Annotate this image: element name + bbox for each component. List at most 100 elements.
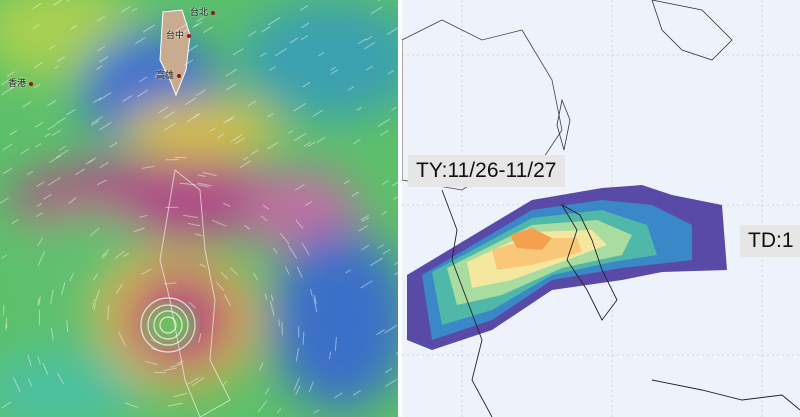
wind-streak	[353, 138, 361, 145]
wind-streak	[191, 23, 199, 29]
wind-streak	[48, 44, 56, 50]
wind-streak	[381, 210, 388, 215]
wind-streak	[276, 407, 282, 414]
city-marker-icon	[177, 74, 182, 78]
wind-streak	[186, 183, 197, 186]
wind-streak	[289, 37, 299, 44]
wind-streak	[22, 101, 32, 108]
wind-streak	[37, 297, 40, 306]
wind-streak	[392, 181, 398, 187]
wind-streak	[377, 244, 384, 249]
wind-streak	[297, 266, 303, 278]
wind-streak	[313, 297, 318, 312]
wind-streak	[163, 111, 175, 120]
wind-streak	[0, 197, 9, 204]
wind-streak	[288, 129, 294, 134]
wind-streak	[226, 83, 237, 91]
wind-streak	[395, 351, 398, 355]
wind-streak	[307, 141, 316, 148]
wind-streak	[92, 299, 96, 309]
wind-streak	[54, 65, 60, 70]
wind-streak	[188, 301, 197, 309]
wind-streak	[309, 288, 313, 297]
wind-streak	[382, 180, 389, 185]
wind-streak	[35, 143, 42, 148]
wind-streak	[312, 109, 324, 117]
wind-streak	[88, 159, 95, 164]
wind-streak	[60, 282, 66, 295]
wind-streak	[300, 34, 309, 41]
wind-streak	[239, 160, 252, 168]
wind-streak	[260, 215, 268, 222]
wind-streak	[9, 129, 18, 136]
wind-streak	[361, 216, 370, 222]
wind-streak	[198, 332, 202, 343]
wind-streak	[115, 250, 125, 259]
wind-streak	[2, 304, 5, 316]
wind-streak	[393, 261, 398, 266]
wind-streak	[284, 266, 290, 275]
wind-streak	[220, 271, 229, 280]
wind-streak	[330, 66, 336, 71]
band-7	[510, 228, 552, 250]
wind-streak	[93, 273, 98, 281]
wind-streak	[259, 52, 267, 58]
wind-streak	[186, 44, 199, 53]
wind-streak	[257, 400, 268, 413]
wind-streak	[115, 283, 123, 295]
wind-streak	[360, 280, 373, 289]
wind-streak	[316, 136, 326, 143]
wind-streak	[365, 35, 373, 41]
wind-streak	[170, 363, 182, 369]
wind-streak	[99, 121, 112, 131]
wind-streak	[96, 16, 105, 22]
wind-streak	[35, 212, 43, 218]
wind-streak	[314, 295, 317, 304]
wind-streak	[369, 257, 384, 267]
wind-streak	[37, 356, 41, 365]
wind-streak	[377, 118, 390, 128]
wind-streak	[163, 122, 176, 131]
wind-streak	[144, 360, 158, 366]
wind-streak	[117, 331, 126, 346]
wind-streak	[226, 117, 233, 123]
wind-streak	[135, 36, 146, 45]
wind-streak	[347, 86, 355, 91]
wind-streak	[199, 263, 207, 268]
wind-streak	[10, 83, 18, 90]
wind-streak	[178, 33, 185, 39]
wind-streak	[313, 409, 320, 414]
wind-streak	[93, 97, 102, 104]
wind-streak	[295, 385, 301, 396]
wind-streak	[186, 113, 200, 123]
wind-streak	[133, 227, 145, 233]
wind-streak	[183, 59, 194, 66]
wind-streak	[386, 27, 398, 36]
wind-streaks	[0, 0, 398, 414]
wind-streak	[215, 281, 225, 291]
city-label: 台北	[190, 5, 216, 18]
wind-streak	[270, 294, 274, 301]
wind-streak	[142, 24, 156, 33]
wind-streak	[197, 182, 212, 187]
wind-streak	[360, 244, 370, 251]
wind-streak	[294, 184, 305, 191]
wind-streak	[47, 99, 57, 107]
wind-streak	[223, 115, 236, 124]
wind-streak	[33, 62, 43, 69]
wind-streak	[42, 363, 49, 376]
wind-streak	[123, 252, 130, 258]
wind-streak	[184, 97, 197, 106]
wind-streak	[279, 232, 290, 245]
wind-streak	[99, 161, 109, 169]
wind-streak	[211, 219, 227, 227]
wind-streak	[36, 181, 45, 187]
wind-streak	[232, 48, 244, 56]
band-6	[492, 238, 582, 270]
wind-streak	[11, 219, 19, 225]
wind-streak	[99, 56, 109, 63]
wind-streak	[293, 132, 307, 142]
wind-streak	[154, 69, 166, 78]
city-label: 高雄	[156, 68, 182, 81]
wind-streak	[163, 367, 177, 372]
